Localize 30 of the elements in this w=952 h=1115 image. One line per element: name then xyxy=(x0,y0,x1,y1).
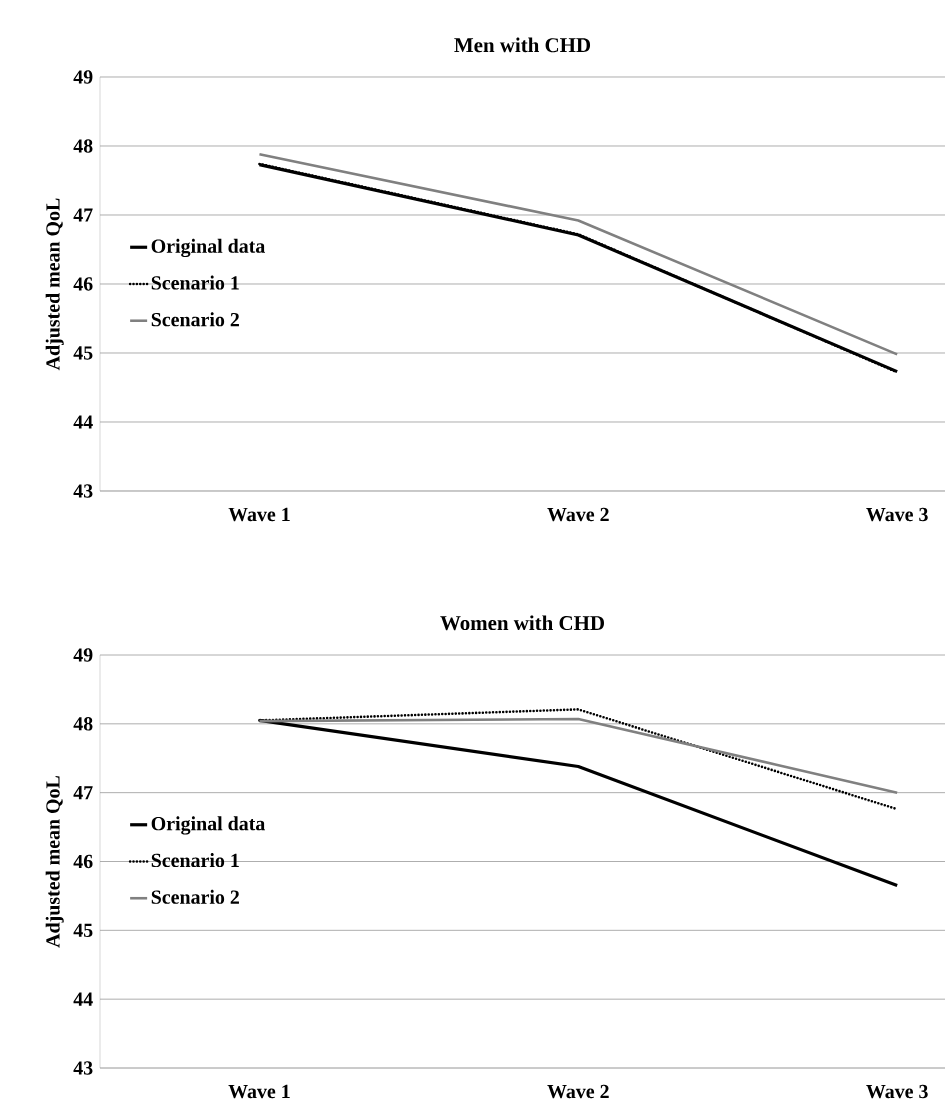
x-tick-label: Wave 2 xyxy=(547,507,609,522)
legend-label: Scenario 1 xyxy=(151,853,239,868)
y-axis-title: Adjusted mean QoL xyxy=(45,198,64,371)
y-tick-label: 49 xyxy=(73,70,93,84)
y-tick-label: 46 xyxy=(73,277,93,291)
x-tick-label: Wave 1 xyxy=(228,507,290,522)
y-tick-label: 44 xyxy=(73,415,93,429)
y-tick-label: 45 xyxy=(73,346,93,360)
y-tick-label: 43 xyxy=(73,484,93,498)
chart-title: Men with CHD xyxy=(454,37,591,53)
legend-label: Original data xyxy=(151,238,265,258)
legend-label: Scenario 2 xyxy=(151,312,239,327)
y-tick-label: 48 xyxy=(73,139,93,153)
y-tick-label: 43 xyxy=(73,1061,93,1075)
x-tick-label: Wave 3 xyxy=(866,1084,928,1099)
y-tick-label: 44 xyxy=(73,992,93,1006)
legend-label: Original data xyxy=(151,816,265,835)
y-tick-label: 46 xyxy=(73,854,93,869)
x-tick-label: Wave 2 xyxy=(547,1084,609,1099)
y-tick-label: 45 xyxy=(73,923,93,937)
y-tick-label: 49 xyxy=(73,648,93,662)
y-tick-label: 47 xyxy=(73,208,93,222)
legend-label: Scenario 2 xyxy=(151,889,239,904)
x-tick-label: Wave 3 xyxy=(866,507,928,522)
x-tick-label: Wave 1 xyxy=(228,1084,290,1099)
y-tick-label: 48 xyxy=(73,717,93,731)
chart-title: Women with CHD xyxy=(440,615,604,631)
y-tick-label: 47 xyxy=(73,786,93,800)
legend-label: Scenario 1 xyxy=(151,275,239,290)
y-axis-title: Adjusted mean QoL xyxy=(45,776,64,948)
